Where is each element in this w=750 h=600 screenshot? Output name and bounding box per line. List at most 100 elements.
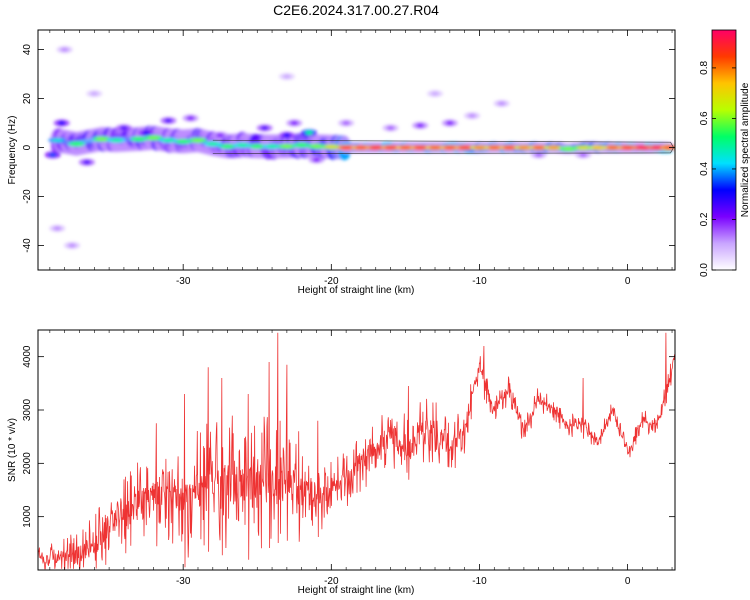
colorbar-gradient — [712, 30, 736, 270]
heat-blob — [305, 130, 314, 135]
snr-ylabel: SNR (10 * v/v) — [7, 418, 18, 482]
colorbar-tick-label: 0.0 — [699, 263, 710, 277]
ridge-core — [132, 137, 145, 141]
colorbar-label: Normalized spectral amplitude — [740, 82, 750, 217]
ridge-core — [503, 145, 516, 150]
y-tick-label: -20 — [22, 189, 33, 204]
figure-title: C2E6.2024.317.00.27.R04 — [273, 2, 439, 18]
heat-blob — [68, 243, 77, 248]
snr-xlabel: Height of straight line (km) — [298, 585, 415, 596]
heat-blob — [60, 47, 69, 52]
ridge-core — [414, 145, 427, 150]
ridge-core — [651, 145, 664, 150]
y-tick-label: 2000 — [22, 452, 33, 475]
ridge-core — [369, 145, 382, 150]
heat-blob — [416, 123, 425, 128]
colorbar-tick-label: 0.4 — [699, 162, 710, 176]
ridge-core — [488, 145, 501, 150]
ridge-core — [429, 145, 442, 150]
snr-frame — [37, 329, 676, 571]
y-tick-label: 1000 — [22, 505, 33, 528]
heat-blob — [57, 121, 66, 126]
heat-blob — [312, 157, 321, 162]
colorbar-frame — [711, 29, 737, 271]
colorbar-tick-label: 0.6 — [699, 111, 710, 125]
x-tick-label: -10 — [472, 576, 487, 587]
ridge-core — [577, 145, 590, 150]
ridge-core — [325, 145, 338, 149]
ridge-core — [147, 136, 160, 140]
heat-blob — [282, 133, 291, 138]
ridge-core — [221, 144, 234, 148]
ridge-core — [517, 145, 530, 150]
heat-blob — [48, 152, 57, 157]
heat-blob — [534, 152, 543, 157]
heat-blob — [386, 125, 395, 130]
heat-blob — [282, 74, 291, 79]
x-tick-label: -20 — [324, 576, 339, 587]
heat-blob — [468, 113, 477, 118]
heat-blob — [82, 160, 91, 165]
colorbar: 0.0 0.2 0.4 0.6 0.8 Normalized spectral ampl… — [699, 29, 750, 277]
ridge-core — [473, 145, 486, 150]
ridge-core — [399, 145, 412, 150]
ridge-core — [162, 138, 175, 142]
ridge-core — [236, 143, 249, 147]
x-tick-label: -20 — [324, 276, 339, 287]
heat-blob — [579, 152, 588, 157]
ridge-core — [384, 145, 397, 150]
spectrogram-frame — [37, 29, 676, 271]
ridge-core — [177, 139, 190, 144]
ridge-core — [636, 145, 649, 150]
x-tick-label: -30 — [176, 576, 191, 587]
ridge-core — [547, 145, 560, 150]
ridge-core — [110, 138, 123, 142]
ridge-core — [443, 145, 456, 150]
ridge-core — [51, 138, 64, 142]
y-tick-label: 40 — [22, 44, 33, 56]
heat-blob — [90, 91, 99, 96]
x-tick-label: 0 — [625, 576, 631, 587]
y-tick-label: 0 — [22, 144, 33, 150]
ridge-core — [340, 145, 353, 150]
heat-blob — [445, 121, 454, 126]
ridge-core — [70, 142, 83, 146]
ridge-core — [295, 143, 308, 147]
snr-panel: -30 -20 -10 0 1000 2000 3000 4000 Height of str… — [7, 329, 676, 596]
ridge-core — [266, 144, 279, 148]
heat-blob — [186, 116, 195, 121]
ridge-core — [206, 142, 219, 146]
x-tick-label: -30 — [176, 276, 191, 287]
spectrogram-xlabel: Height of straight line (km) — [298, 285, 415, 296]
heat-blob — [497, 101, 506, 106]
heat-blob — [216, 133, 225, 138]
heat-blob — [342, 121, 351, 126]
ridge-core — [310, 144, 323, 148]
snr-series-line — [38, 332, 675, 570]
ridge-core — [251, 144, 264, 148]
ridge-core — [458, 145, 471, 150]
colorbar-ticks: 0.0 0.2 0.4 0.6 0.8 — [699, 61, 736, 277]
heat-blob — [290, 121, 299, 126]
ridge-core — [191, 138, 204, 142]
spectrogram-panel: -30 -20 -10 0 -40 -20 0 20 40 Height of straight… — [7, 29, 676, 296]
ridge-core — [621, 145, 634, 150]
ridge-core — [280, 144, 293, 148]
spectrogram-axes: -30 -20 -10 0 -40 -20 0 20 40 — [22, 30, 675, 287]
ridge-core — [354, 145, 367, 150]
colorbar-tick-label: 0.8 — [699, 61, 710, 75]
heat-blob — [260, 125, 269, 130]
y-tick-label: -40 — [22, 238, 33, 253]
heat-blob — [164, 118, 173, 123]
heat-blob — [119, 125, 128, 130]
heat-blob — [142, 130, 151, 135]
spectrogram-ylabel: Frequency (Hz) — [7, 116, 18, 185]
y-tick-label: 20 — [22, 93, 33, 105]
heat-blob — [53, 226, 62, 231]
x-tick-label: 0 — [625, 276, 631, 287]
ridge-core — [562, 147, 575, 151]
ridge-core — [606, 145, 619, 150]
ridge-core — [591, 145, 604, 150]
y-tick-label: 3000 — [22, 398, 33, 421]
